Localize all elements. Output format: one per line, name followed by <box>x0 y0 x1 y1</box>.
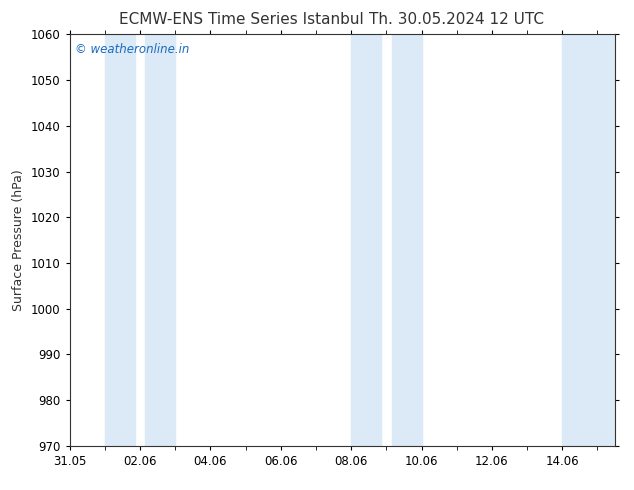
Bar <box>392 34 422 446</box>
Text: ECMW-ENS Time Series Istanbul: ECMW-ENS Time Series Istanbul <box>119 12 363 27</box>
Bar <box>145 34 175 446</box>
Text: Th. 30.05.2024 12 UTC: Th. 30.05.2024 12 UTC <box>369 12 544 27</box>
Bar <box>105 34 135 446</box>
Text: © weatheronline.in: © weatheronline.in <box>75 43 190 55</box>
Bar <box>562 34 615 446</box>
Bar <box>351 34 381 446</box>
Y-axis label: Surface Pressure (hPa): Surface Pressure (hPa) <box>13 169 25 311</box>
